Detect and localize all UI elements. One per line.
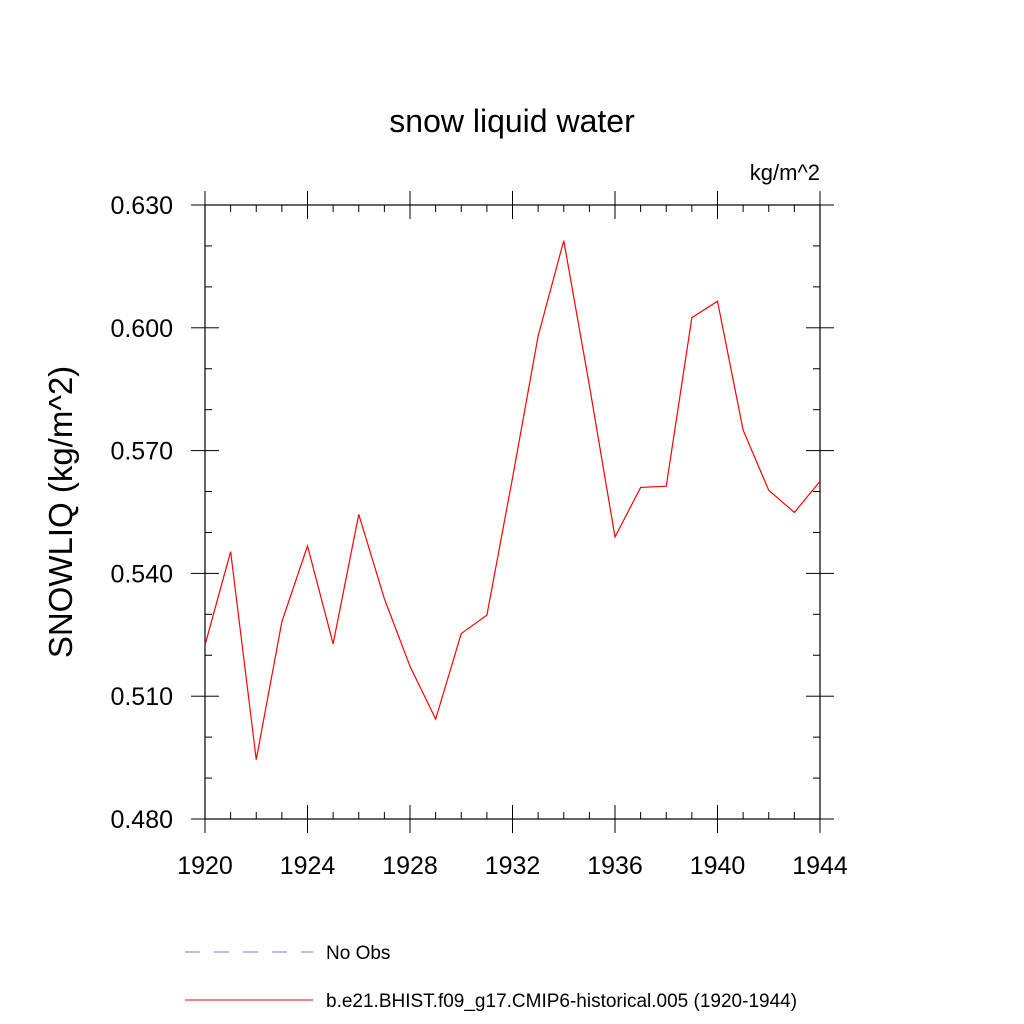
y-tick-label: 0.510 bbox=[110, 683, 173, 711]
series-line bbox=[204, 240, 821, 760]
legend: No Obs b.e21.BHIST.f09_g17.CMIP6-historic… bbox=[185, 943, 797, 1012]
x-tick-label: 1928 bbox=[382, 852, 438, 880]
units-label: kg/m^2 bbox=[750, 160, 820, 185]
x-tick-label: 1940 bbox=[690, 852, 746, 880]
y-tick-label: 0.600 bbox=[110, 315, 173, 343]
plot-area: 1920 1924 1928 1932 1936 1940 1944 0.480 0.510 0.… bbox=[110, 191, 848, 880]
y-axis-label: SNOWLIQ (kg/m^2) bbox=[42, 366, 79, 658]
x-tick-label: 1944 bbox=[792, 852, 848, 880]
x-tick-label: 1924 bbox=[280, 852, 336, 880]
chart-title: snow liquid water bbox=[389, 103, 635, 139]
y-tick-label: 0.630 bbox=[110, 192, 173, 220]
x-tick-label: 1932 bbox=[485, 852, 541, 880]
legend-label: b.e21.BHIST.f09_g17.CMIP6-historical.005… bbox=[326, 991, 797, 1012]
x-tick-label: 1936 bbox=[587, 852, 643, 880]
y-tick-label: 0.480 bbox=[110, 806, 173, 834]
legend-label: No Obs bbox=[326, 943, 390, 964]
y-tick-label: 0.540 bbox=[110, 560, 173, 588]
y-tick-label: 0.570 bbox=[110, 438, 173, 466]
x-tick-label: 1920 bbox=[177, 852, 233, 880]
plot-frame bbox=[204, 204, 821, 820]
